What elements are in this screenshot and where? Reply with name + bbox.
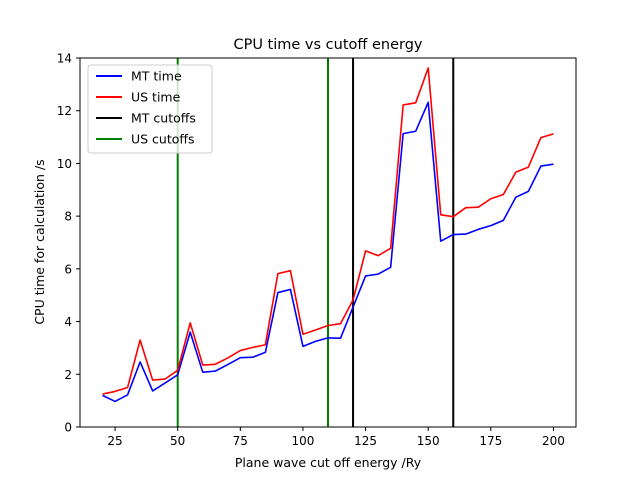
y-tick-label: 6	[64, 262, 72, 276]
y-tick-label: 2	[64, 368, 72, 382]
legend-label: MT time	[131, 69, 182, 84]
y-tick-label: 12	[57, 104, 72, 118]
x-axis-label: Plane wave cut off energy /Ry	[235, 455, 422, 470]
x-tick-label: 50	[170, 434, 185, 448]
legend-item-mt-cutoffs: MT cutoffs	[96, 111, 196, 126]
legend-label: US time	[131, 90, 181, 105]
legend-label: MT cutoffs	[131, 111, 196, 126]
x-tick-label: 150	[417, 434, 440, 448]
x-tick-label: 175	[479, 434, 502, 448]
y-tick-label: 14	[57, 52, 72, 66]
mt-time-series-line	[102, 101, 554, 403]
legend-item-us-time: US time	[96, 90, 181, 105]
axes: 25 50 75 100 125 150 175 200 0 2 4 6 8 10 12 14	[57, 52, 577, 448]
y-tick-label: 10	[57, 157, 72, 171]
y-axis-label: CPU time for calculation /s	[32, 159, 47, 324]
legend: MT time US time MT cutoffs US cutoffs	[87, 64, 213, 154]
x-tick-label: 125	[354, 434, 377, 448]
legend-item-mt-time: MT time	[96, 69, 182, 84]
x-tick-label: 25	[107, 434, 122, 448]
x-tick-label: 100	[291, 434, 314, 448]
legend-label: US cutoffs	[131, 132, 195, 147]
chart-title: CPU time vs cutoff energy	[233, 37, 422, 53]
legend-item-us-cutoffs: US cutoffs	[96, 132, 195, 147]
y-tick-label: 0	[64, 421, 72, 435]
x-tick-label: 75	[233, 434, 248, 448]
x-tick-label: 200	[542, 434, 565, 448]
legend-box	[87, 64, 213, 154]
axes-frame	[79, 57, 577, 428]
us-time-series-line	[102, 67, 554, 395]
y-tick-label: 4	[64, 315, 72, 329]
y-tick-label: 8	[64, 210, 72, 224]
